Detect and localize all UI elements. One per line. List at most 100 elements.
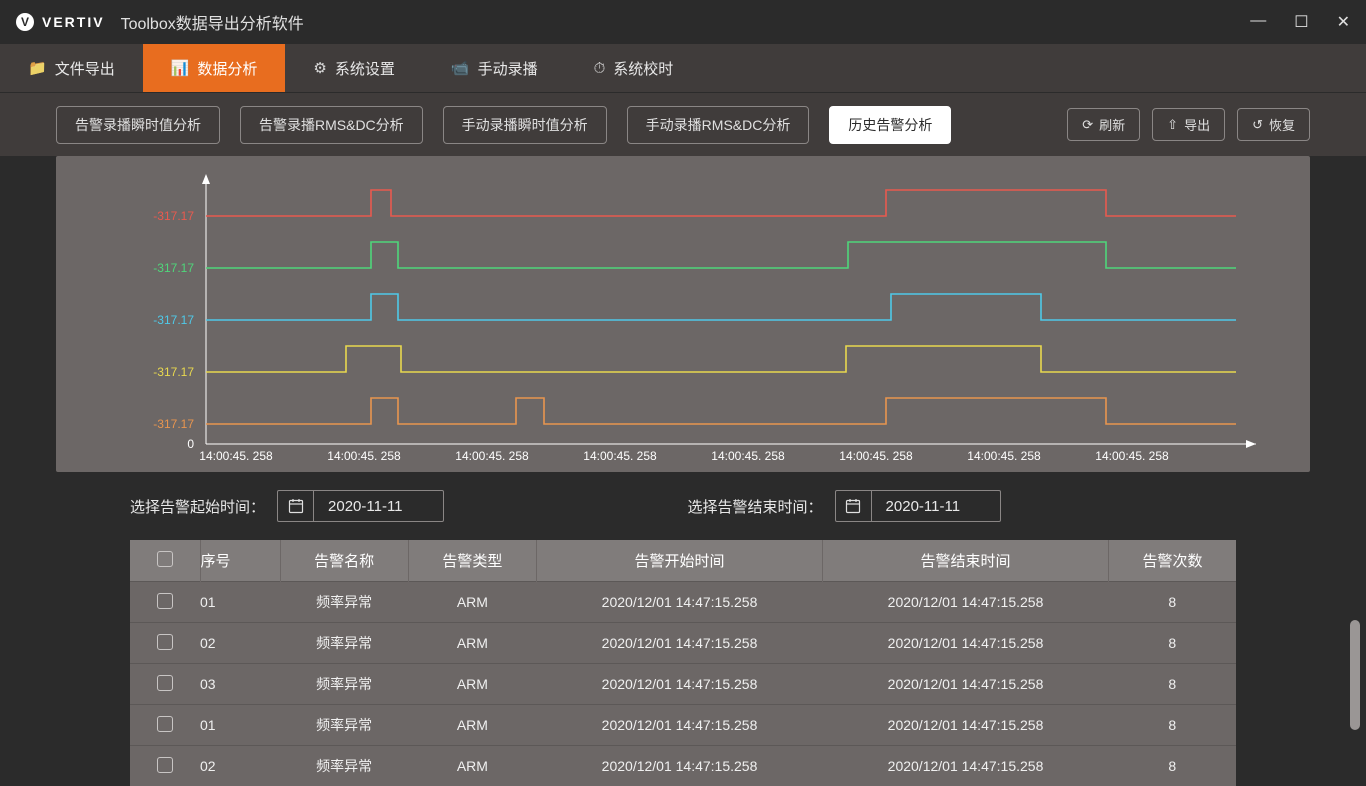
refresh-label: 刷新	[1099, 115, 1125, 134]
svg-text:14:00:45. 258: 14:00:45. 258	[199, 449, 273, 460]
row-checkbox[interactable]	[157, 675, 173, 691]
cell-index: 01	[200, 705, 280, 746]
svg-text:0: 0	[187, 437, 194, 451]
maximize-button[interactable]: ☐	[1294, 12, 1308, 32]
svg-text:-317.17: -317.17	[153, 313, 194, 327]
cell-end-time: 2020/12/01 14:47:15.258	[823, 664, 1109, 705]
minimize-button[interactable]: —	[1250, 12, 1266, 32]
cell-alarm-name: 频率异常	[280, 582, 408, 623]
alarm-table-wrap: 序号 告警名称 告警类型 告警开始时间 告警结束时间 告警次数 01频率异常AR…	[0, 540, 1366, 786]
refresh-icon: ⟳	[1082, 117, 1093, 133]
table-row[interactable]: 02频率异常ARM2020/12/01 14:47:15.2582020/12/…	[130, 746, 1236, 786]
subtab-alarm-instant[interactable]: 告警录播瞬时值分析	[56, 106, 220, 144]
export-label: 导出	[1184, 115, 1210, 134]
calendar-icon	[836, 491, 872, 521]
cell-alarm-type: ARM	[408, 623, 536, 664]
folder-icon: 📁	[28, 59, 47, 77]
end-date-picker[interactable]: 2020-11-11	[835, 490, 1002, 522]
alarm-timeline-chart: -317.17 -317.17 -317.17 -317.17 -317.17 0 14:0…	[76, 168, 1290, 460]
cell-end-time: 2020/12/01 14:47:15.258	[823, 746, 1109, 786]
header-checkbox[interactable]	[157, 551, 173, 567]
cell-count: 8	[1109, 623, 1237, 664]
end-date-label: 选择告警结束时间：	[688, 496, 823, 517]
alarm-table: 序号 告警名称 告警类型 告警开始时间 告警结束时间 告警次数 01频率异常AR…	[130, 540, 1236, 786]
cell-index: 02	[200, 746, 280, 786]
svg-text:-317.17: -317.17	[153, 261, 194, 275]
calendar-icon	[278, 491, 314, 521]
svg-text:-317.17: -317.17	[153, 417, 194, 431]
table-row[interactable]: 01频率异常ARM2020/12/01 14:47:15.2582020/12/…	[130, 705, 1236, 746]
nav-file-export[interactable]: 📁 文件导出	[0, 44, 143, 92]
restore-button[interactable]: ↺ 恢复	[1237, 108, 1310, 141]
svg-text:14:00:45. 258: 14:00:45. 258	[583, 449, 657, 460]
subtab-manual-instant[interactable]: 手动录播瞬时值分析	[443, 106, 607, 144]
start-date-label: 选择告警起始时间：	[130, 496, 265, 517]
restore-icon: ↺	[1252, 117, 1263, 133]
cell-count: 8	[1109, 582, 1237, 623]
cell-index: 02	[200, 623, 280, 664]
nav-data-analysis[interactable]: 📊 数据分析	[143, 44, 286, 92]
nav-system-settings[interactable]: ⚙ 系统设置	[285, 44, 422, 92]
clock-icon: ⏱	[594, 60, 606, 77]
svg-text:-317.17: -317.17	[153, 365, 194, 379]
svg-text:14:00:45. 258: 14:00:45. 258	[711, 449, 785, 460]
col-alarm-name: 告警名称	[280, 540, 408, 582]
row-checkbox[interactable]	[157, 757, 173, 773]
svg-text:14:00:45. 258: 14:00:45. 258	[327, 449, 401, 460]
cell-alarm-name: 频率异常	[280, 623, 408, 664]
nav-label: 文件导出	[55, 58, 115, 79]
title-bar: V VERTIV Toolbox数据导出分析软件 — ☐ ✕	[0, 0, 1366, 44]
start-date-picker[interactable]: 2020-11-11	[277, 490, 444, 522]
nav-system-time[interactable]: ⏱ 系统校时	[566, 44, 702, 92]
logo-group: V VERTIV Toolbox数据导出分析软件	[16, 10, 304, 34]
chart-panel: -317.17 -317.17 -317.17 -317.17 -317.17 0 14:0…	[56, 156, 1310, 472]
row-checkbox[interactable]	[157, 593, 173, 609]
col-count: 告警次数	[1109, 540, 1237, 582]
subtab-alarm-rmsdc[interactable]: 告警录播RMS&DC分析	[240, 106, 423, 144]
subtab-history-alarm[interactable]: 历史告警分析	[829, 106, 951, 144]
vertiv-logo-icon: V	[16, 13, 34, 31]
window-controls: — ☐ ✕	[1250, 12, 1350, 32]
end-date-value: 2020-11-11	[872, 498, 1001, 515]
cell-end-time: 2020/12/01 14:47:15.258	[823, 623, 1109, 664]
nav-label: 系统校时	[613, 58, 673, 79]
app-title: Toolbox数据导出分析软件	[121, 10, 304, 34]
cell-end-time: 2020/12/01 14:47:15.258	[823, 582, 1109, 623]
col-end-time: 告警结束时间	[823, 540, 1109, 582]
nav-manual-record[interactable]: 📹 手动录播	[423, 44, 566, 92]
sub-nav: 告警录播瞬时值分析 告警录播RMS&DC分析 手动录播瞬时值分析 手动录播RMS…	[0, 92, 1366, 156]
vertical-scrollbar[interactable]	[1350, 620, 1360, 730]
cell-alarm-type: ARM	[408, 582, 536, 623]
cell-index: 03	[200, 664, 280, 705]
date-filter-row: 选择告警起始时间： 2020-11-11 选择告警结束时间： 2020-11-1…	[0, 472, 1366, 540]
svg-text:14:00:45. 258: 14:00:45. 258	[967, 449, 1041, 460]
cell-alarm-name: 频率异常	[280, 746, 408, 786]
cell-count: 8	[1109, 746, 1237, 786]
start-date-value: 2020-11-11	[314, 498, 443, 515]
table-row[interactable]: 02频率异常ARM2020/12/01 14:47:15.2582020/12/…	[130, 623, 1236, 664]
main-nav: 📁 文件导出 📊 数据分析 ⚙ 系统设置 📹 手动录播 ⏱ 系统校时	[0, 44, 1366, 92]
col-start-time: 告警开始时间	[537, 540, 823, 582]
cell-alarm-type: ARM	[408, 664, 536, 705]
video-icon: 📹	[451, 59, 470, 77]
row-checkbox[interactable]	[157, 634, 173, 650]
close-button[interactable]: ✕	[1337, 12, 1350, 32]
subtab-manual-rmsdc[interactable]: 手动录播RMS&DC分析	[627, 106, 810, 144]
cell-start-time: 2020/12/01 14:47:15.258	[537, 705, 823, 746]
col-index: 序号	[200, 540, 280, 582]
cell-count: 8	[1109, 705, 1237, 746]
gear-icon: ⚙	[313, 59, 326, 77]
svg-text:14:00:45. 258: 14:00:45. 258	[1095, 449, 1169, 460]
chart-icon: 📊	[171, 59, 190, 77]
cell-index: 01	[200, 582, 280, 623]
cell-alarm-type: ARM	[408, 746, 536, 786]
row-checkbox[interactable]	[157, 716, 173, 732]
svg-text:-317.17: -317.17	[153, 209, 194, 223]
export-button[interactable]: ⇧ 导出	[1152, 108, 1225, 141]
table-row[interactable]: 01频率异常ARM2020/12/01 14:47:15.2582020/12/…	[130, 582, 1236, 623]
upload-icon: ⇧	[1167, 117, 1178, 133]
cell-alarm-name: 频率异常	[280, 664, 408, 705]
nav-label: 数据分析	[197, 58, 257, 79]
table-row[interactable]: 03频率异常ARM2020/12/01 14:47:15.2582020/12/…	[130, 664, 1236, 705]
refresh-button[interactable]: ⟳ 刷新	[1067, 108, 1140, 141]
